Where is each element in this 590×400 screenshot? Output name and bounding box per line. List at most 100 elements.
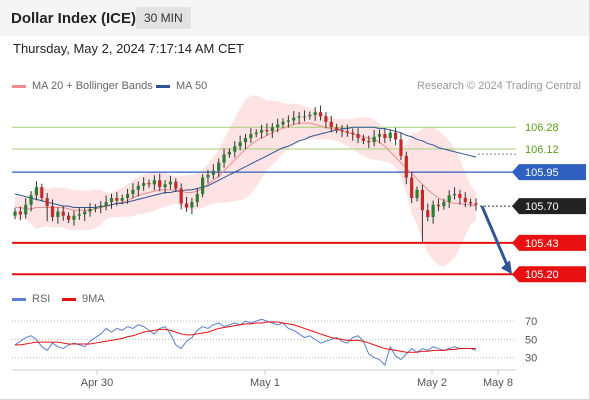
ma20-label: MA 20 + Bollinger Bands bbox=[32, 80, 153, 92]
copyright-text: Research © 2024 Trading Central bbox=[416, 80, 581, 92]
candle-body bbox=[201, 177, 205, 194]
candle-body bbox=[345, 131, 349, 133]
candle-body bbox=[367, 140, 371, 143]
ma50-label: MA 50 bbox=[176, 80, 208, 92]
current-price-tag bbox=[512, 198, 586, 215]
candle-body bbox=[377, 134, 382, 137]
candle-body bbox=[168, 181, 173, 185]
legend-ma9: 9MA bbox=[62, 293, 105, 305]
candle-body bbox=[410, 177, 414, 198]
candle-body bbox=[420, 189, 424, 211]
instrument-title: Dollar Index (ICE) bbox=[11, 10, 137, 27]
candle-body bbox=[61, 211, 65, 216]
candle-body bbox=[356, 134, 360, 139]
forecast-arrow-shaft bbox=[480, 205, 510, 268]
rsi-label: RSI bbox=[32, 293, 51, 305]
candle-body bbox=[372, 136, 376, 143]
level-labels: 106.28 106.12 105.95 105.70 105.43 105.20 bbox=[512, 122, 586, 283]
candle-body bbox=[13, 211, 17, 216]
candle-body bbox=[77, 214, 81, 216]
candle-body bbox=[436, 204, 441, 207]
candle-body bbox=[88, 208, 92, 212]
candle-body bbox=[415, 189, 419, 198]
x-tick-label: May 1 bbox=[250, 377, 280, 389]
interval-badge[interactable]: 30 MIN bbox=[136, 7, 191, 29]
candle-body bbox=[104, 202, 108, 207]
rsi-swatch bbox=[12, 297, 26, 301]
rsi-panel: 70 50 30 bbox=[12, 316, 537, 366]
candle-body bbox=[115, 197, 119, 201]
rsi-level-label-50: 50 bbox=[525, 334, 537, 346]
candle-body bbox=[426, 210, 430, 218]
ma50-line bbox=[14, 126, 477, 209]
candle-body bbox=[227, 151, 232, 155]
candle-body bbox=[233, 146, 237, 152]
candle-body bbox=[29, 195, 33, 205]
candle-body bbox=[174, 181, 178, 189]
level-tag-105.43 bbox=[512, 234, 586, 251]
candle-body bbox=[297, 116, 301, 118]
candle-body bbox=[458, 193, 462, 198]
current-price-label: 105.70 bbox=[525, 201, 559, 213]
candle-body bbox=[83, 211, 87, 215]
candle-body bbox=[206, 174, 210, 178]
candle-body bbox=[99, 206, 103, 208]
candle-body bbox=[431, 204, 435, 218]
candle-body bbox=[281, 121, 285, 125]
candle-body bbox=[286, 120, 290, 122]
candle-body bbox=[243, 138, 248, 143]
candle-body bbox=[318, 112, 323, 117]
ma20-line bbox=[15, 122, 477, 211]
candle-body bbox=[50, 206, 55, 218]
candle-body bbox=[361, 138, 366, 141]
candle-body bbox=[383, 134, 387, 139]
candle-body bbox=[24, 204, 28, 215]
candle-body bbox=[18, 211, 22, 215]
bollinger-band-area bbox=[15, 95, 476, 267]
candle-body bbox=[40, 187, 44, 198]
candle-body bbox=[195, 193, 199, 203]
candle-body bbox=[393, 132, 398, 140]
candle-body bbox=[179, 188, 183, 204]
candle-body bbox=[254, 132, 258, 135]
candle-body bbox=[463, 197, 467, 203]
level-tag-105.20 bbox=[512, 266, 586, 283]
candle-body bbox=[131, 189, 135, 194]
x-tick-label: Apr 30 bbox=[81, 377, 113, 389]
bollinger-band bbox=[15, 95, 476, 267]
rsi-level-label-30: 30 bbox=[525, 353, 537, 365]
candle-body bbox=[249, 134, 253, 139]
legend-ma50: MA 50 bbox=[156, 80, 207, 92]
legend-ma20: MA 20 + Bollinger Bands bbox=[12, 80, 153, 92]
candle-body bbox=[469, 202, 473, 204]
candle-body bbox=[399, 139, 403, 156]
candle-body bbox=[184, 203, 189, 208]
ma9-swatch bbox=[62, 297, 76, 301]
candle-body bbox=[388, 132, 392, 139]
candle-body bbox=[158, 180, 162, 188]
candle-body bbox=[308, 114, 312, 117]
level-tag-105.95 bbox=[512, 164, 586, 181]
candle-body bbox=[259, 129, 264, 133]
x-axis: Apr 30 May 1 May 2 May 8 bbox=[12, 369, 516, 389]
candle-body bbox=[276, 124, 280, 128]
ma50-swatch bbox=[156, 84, 170, 88]
forecast-arrow-head bbox=[501, 260, 512, 275]
moving-averages bbox=[14, 122, 477, 211]
candle-body bbox=[329, 121, 333, 128]
candle-body bbox=[351, 132, 355, 135]
candle-body bbox=[340, 129, 344, 132]
candle-body bbox=[270, 127, 274, 132]
x-tick-label: May 2 bbox=[417, 377, 447, 389]
candle-body bbox=[452, 193, 457, 196]
candle-body bbox=[217, 162, 221, 171]
legend-rsi: RSI bbox=[12, 293, 50, 305]
candle-body bbox=[72, 215, 76, 220]
candle-body bbox=[152, 180, 156, 185]
ma20-swatch bbox=[12, 84, 26, 88]
candle-body bbox=[211, 170, 215, 175]
level-label-105.95: 105.95 bbox=[525, 167, 559, 179]
level-label-105.20: 105.20 bbox=[525, 269, 559, 281]
candles bbox=[13, 105, 478, 243]
